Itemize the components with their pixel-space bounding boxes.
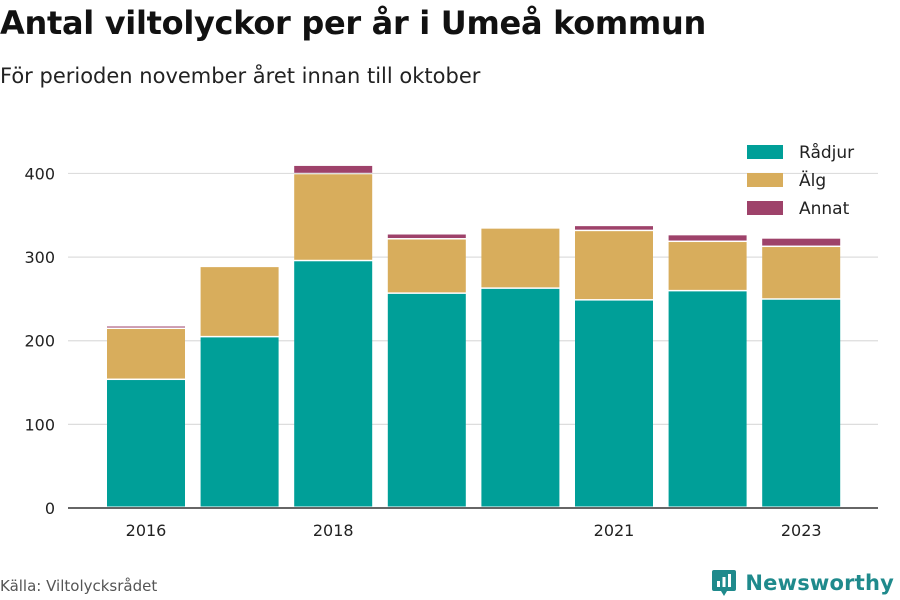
y-tick-label: 400	[24, 164, 55, 183]
y-tick-label: 100	[24, 415, 55, 434]
bar-rådjur-2023	[762, 299, 841, 507]
bar-rådjur-2020	[481, 288, 560, 507]
bar-rådjur-2021	[575, 300, 653, 507]
legend-label: Annat	[799, 199, 850, 219]
bar-älg-2022	[668, 242, 747, 290]
bar-älg-2017	[200, 267, 279, 336]
bar-annat-2019	[387, 234, 466, 239]
bar-älg-2016	[107, 329, 185, 379]
bar-rådjur-2016	[107, 380, 185, 507]
bar-annat-2016	[107, 326, 185, 328]
bar-älg-2021	[575, 231, 653, 300]
bar-annat-2021	[575, 226, 653, 230]
bar-annat-2018	[294, 165, 373, 173]
legend-label: Rådjur	[799, 142, 854, 163]
bar-annat-2022	[668, 235, 747, 241]
bar-älg-2020	[481, 228, 560, 288]
legend-swatch-annat	[747, 201, 783, 215]
x-tick-label: 2018	[313, 521, 354, 540]
y-tick-label: 0	[45, 499, 55, 518]
bar-rådjur-2018	[294, 261, 373, 507]
bar-rådjur-2022	[668, 291, 747, 507]
chart-title: Antal viltolyckor per år i Umeå kommun	[0, 4, 706, 42]
bar-rådjur-2019	[387, 293, 466, 507]
bar-rådjur-2017	[200, 337, 279, 507]
bar-älg-2018	[294, 174, 373, 260]
newsworthy-logo: Newsworthy	[711, 568, 894, 598]
legend-swatch-älg	[747, 173, 783, 187]
x-tick-label: 2016	[126, 521, 167, 540]
legend-swatch-rådjur	[747, 145, 783, 159]
x-tick-label: 2021	[594, 521, 635, 540]
bar-älg-2023	[762, 247, 841, 299]
legend-label: Älg	[799, 170, 826, 191]
brand-name: Newsworthy	[745, 571, 894, 595]
newsworthy-chart-icon	[712, 570, 737, 596]
chart-subtitle: För perioden november året innan till ok…	[0, 64, 481, 88]
y-tick-label: 300	[24, 248, 55, 267]
y-tick-label: 200	[24, 332, 55, 351]
x-tick-label: 2023	[781, 521, 822, 540]
bar-annat-2023	[762, 238, 841, 246]
source-note: Källa: Viltolycksrådet	[0, 577, 158, 595]
bar-älg-2019	[387, 239, 466, 293]
